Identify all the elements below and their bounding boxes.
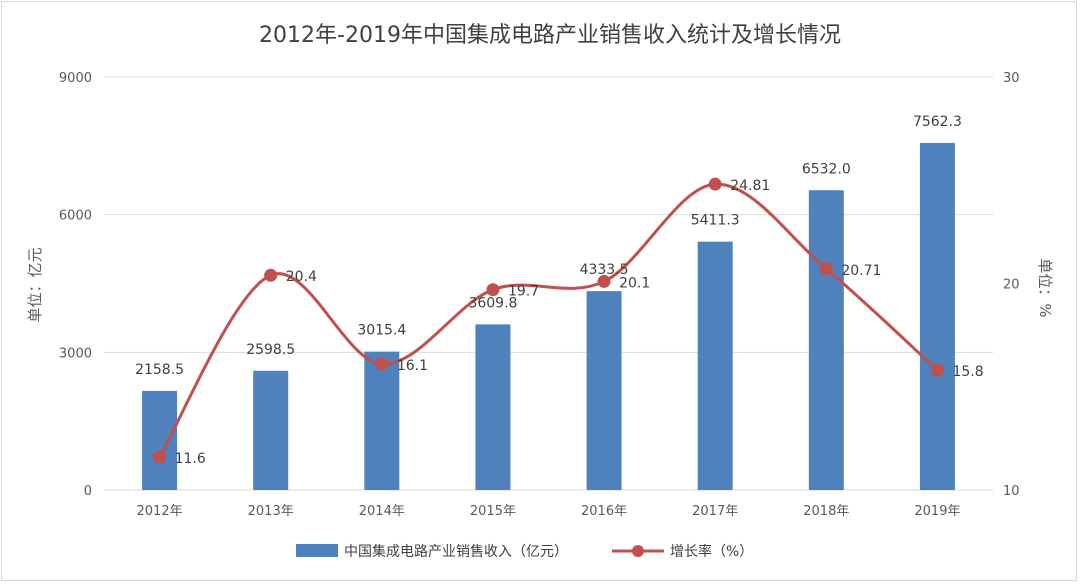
y-tick-label-left: 9000 xyxy=(59,71,92,86)
x-tick-label: 2014年 xyxy=(359,504,405,519)
legend: 中国集成电路产业销售收入（亿元） 增长率（%） xyxy=(296,543,753,560)
growth-value-label: 16.1 xyxy=(397,358,428,374)
bar-value-label: 6532.0 xyxy=(802,161,851,177)
y-tick-label-right: 10 xyxy=(1003,484,1020,499)
growth-value-label: 20.4 xyxy=(286,269,317,285)
y-tick-label-left: 0 xyxy=(84,484,92,499)
bar-value-label: 3015.4 xyxy=(357,323,406,339)
legend-swatch-marker xyxy=(632,545,644,557)
bar xyxy=(142,390,178,490)
bar xyxy=(808,190,844,490)
line-series xyxy=(153,177,944,464)
bar xyxy=(586,291,622,490)
gridlines xyxy=(104,76,993,491)
y-tick-label-left: 3000 xyxy=(59,346,92,361)
bar-value-label: 2598.5 xyxy=(246,342,295,358)
bar-value-label: 4333.5 xyxy=(580,262,629,278)
legend-swatch-bar xyxy=(296,544,338,557)
x-tick-label: 2016年 xyxy=(581,504,627,519)
chart-title: 2012年-2019年中国集成电路产业销售收入统计及增长情况 xyxy=(259,23,841,48)
growth-point xyxy=(375,357,389,371)
y-tick-label-right: 30 xyxy=(1003,71,1020,86)
growth-point xyxy=(930,363,944,377)
growth-point xyxy=(708,177,722,191)
growth-point xyxy=(819,262,833,276)
y-axis-title-right: 单位：% xyxy=(1036,258,1054,317)
x-tick-label: 2018年 xyxy=(803,504,849,519)
bar xyxy=(253,370,289,490)
bar-value-label: 7562.3 xyxy=(913,114,962,130)
bar xyxy=(364,351,400,490)
growth-value-label: 20.71 xyxy=(841,263,881,279)
growth-value-label: 24.81 xyxy=(730,178,770,194)
growth-point xyxy=(264,268,278,282)
growth-value-label: 20.1 xyxy=(619,275,650,291)
axes: 0 3000 6000 9000 10 20 30 2012年 2013年 2014年 2015年 2… xyxy=(59,71,1020,519)
growth-value-label: 15.8 xyxy=(952,364,983,380)
x-tick-label: 2019年 xyxy=(914,504,960,519)
bar-value-label: 5411.3 xyxy=(691,213,740,229)
growth-point xyxy=(153,450,167,464)
legend-label-bar: 中国集成电路产业销售收入（亿元） xyxy=(344,543,568,560)
growth-value-label: 19.7 xyxy=(508,284,539,300)
data-labels: 2158.5 2598.5 3015.4 3609.8 4333.5 5411.3 6532… xyxy=(135,114,984,467)
bar-value-label: 3609.8 xyxy=(468,295,517,311)
y-axis-title-left: 单位：亿元 xyxy=(26,247,44,322)
bar xyxy=(475,324,511,490)
x-tick-label: 2015年 xyxy=(470,504,516,519)
growth-point xyxy=(597,274,611,288)
x-tick-label: 2017年 xyxy=(692,504,738,519)
bar xyxy=(697,241,733,490)
y-tick-label-left: 6000 xyxy=(59,209,92,224)
bar-value-label: 2158.5 xyxy=(135,362,184,378)
x-tick-label: 2012年 xyxy=(137,504,183,519)
legend-label-line: 增长率（%） xyxy=(670,543,753,560)
bar xyxy=(919,142,955,490)
x-tick-label: 2013年 xyxy=(248,504,294,519)
growth-point xyxy=(486,283,500,297)
growth-value-label: 11.6 xyxy=(175,451,206,467)
y-tick-label-right: 20 xyxy=(1003,278,1020,293)
bar-series xyxy=(142,142,955,490)
